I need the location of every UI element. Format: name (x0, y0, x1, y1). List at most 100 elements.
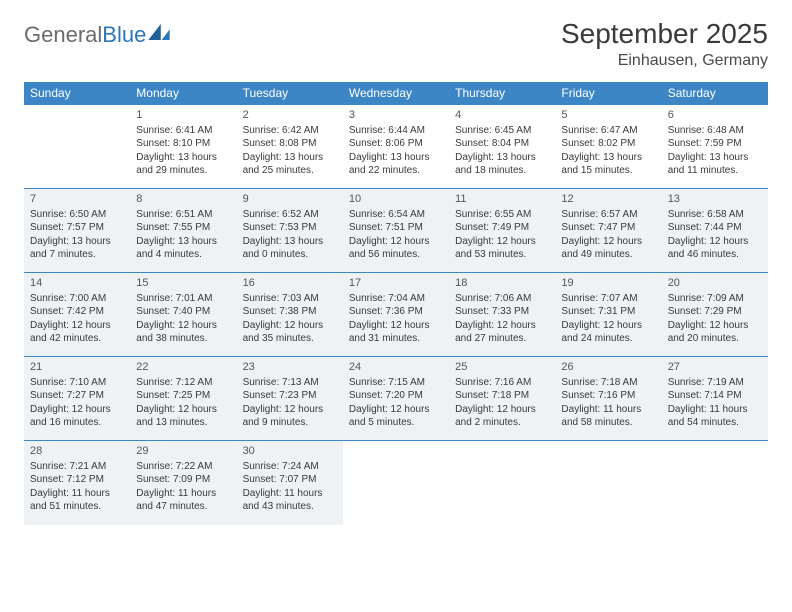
empty-cell (343, 441, 449, 525)
day-cell: 17Sunrise: 7:04 AMSunset: 7:36 PMDayligh… (343, 273, 449, 357)
empty-cell (24, 105, 130, 189)
day-cell: 5Sunrise: 6:47 AMSunset: 8:02 PMDaylight… (555, 105, 661, 189)
daylight-text: Daylight: 13 hours and 11 minutes. (668, 151, 762, 178)
daylight-text: Daylight: 12 hours and 9 minutes. (243, 403, 337, 430)
day-number: 6 (668, 108, 762, 123)
day-number: 18 (455, 276, 549, 291)
day-number: 3 (349, 108, 443, 123)
day-cell: 20Sunrise: 7:09 AMSunset: 7:29 PMDayligh… (662, 273, 768, 357)
logo-word2: Blue (102, 22, 146, 47)
sunrise-text: Sunrise: 7:24 AM (243, 460, 337, 474)
day-number: 14 (30, 276, 124, 291)
day-cell: 24Sunrise: 7:15 AMSunset: 7:20 PMDayligh… (343, 357, 449, 441)
sunrise-text: Sunrise: 7:13 AM (243, 376, 337, 390)
day-cell: 15Sunrise: 7:01 AMSunset: 7:40 PMDayligh… (130, 273, 236, 357)
sunset-text: Sunset: 8:10 PM (136, 137, 230, 151)
sunrise-text: Sunrise: 7:10 AM (30, 376, 124, 390)
day-cell: 4Sunrise: 6:45 AMSunset: 8:04 PMDaylight… (449, 105, 555, 189)
day-cell: 18Sunrise: 7:06 AMSunset: 7:33 PMDayligh… (449, 273, 555, 357)
sunrise-text: Sunrise: 7:16 AM (455, 376, 549, 390)
daylight-text: Daylight: 12 hours and 16 minutes. (30, 403, 124, 430)
day-number: 23 (243, 360, 337, 375)
daylight-text: Daylight: 12 hours and 5 minutes. (349, 403, 443, 430)
daylight-text: Daylight: 11 hours and 43 minutes. (243, 487, 337, 514)
sunset-text: Sunset: 7:16 PM (561, 389, 655, 403)
day-number: 12 (561, 192, 655, 207)
day-number: 26 (561, 360, 655, 375)
day-cell: 28Sunrise: 7:21 AMSunset: 7:12 PMDayligh… (24, 441, 130, 525)
day-header: Saturday (662, 82, 768, 105)
sunset-text: Sunset: 7:36 PM (349, 305, 443, 319)
sunrise-text: Sunrise: 7:07 AM (561, 292, 655, 306)
calendar-table: SundayMondayTuesdayWednesdayThursdayFrid… (24, 82, 768, 525)
day-header: Tuesday (237, 82, 343, 105)
sunrise-text: Sunrise: 6:52 AM (243, 208, 337, 222)
logo: GeneralBlue (24, 22, 170, 48)
day-number: 4 (455, 108, 549, 123)
sunset-text: Sunset: 7:23 PM (243, 389, 337, 403)
day-cell: 12Sunrise: 6:57 AMSunset: 7:47 PMDayligh… (555, 189, 661, 273)
sunset-text: Sunset: 7:49 PM (455, 221, 549, 235)
sunset-text: Sunset: 7:25 PM (136, 389, 230, 403)
daylight-text: Daylight: 11 hours and 51 minutes. (30, 487, 124, 514)
sunrise-text: Sunrise: 7:12 AM (136, 376, 230, 390)
daylight-text: Daylight: 12 hours and 35 minutes. (243, 319, 337, 346)
sunrise-text: Sunrise: 7:09 AM (668, 292, 762, 306)
day-cell: 9Sunrise: 6:52 AMSunset: 7:53 PMDaylight… (237, 189, 343, 273)
day-cell: 29Sunrise: 7:22 AMSunset: 7:09 PMDayligh… (130, 441, 236, 525)
day-cell: 25Sunrise: 7:16 AMSunset: 7:18 PMDayligh… (449, 357, 555, 441)
daylight-text: Daylight: 12 hours and 42 minutes. (30, 319, 124, 346)
day-cell: 26Sunrise: 7:18 AMSunset: 7:16 PMDayligh… (555, 357, 661, 441)
sunset-text: Sunset: 7:18 PM (455, 389, 549, 403)
day-number: 28 (30, 444, 124, 459)
day-cell: 23Sunrise: 7:13 AMSunset: 7:23 PMDayligh… (237, 357, 343, 441)
day-number: 5 (561, 108, 655, 123)
daylight-text: Daylight: 12 hours and 46 minutes. (668, 235, 762, 262)
day-number: 24 (349, 360, 443, 375)
month-title: September 2025 (561, 18, 768, 50)
sunset-text: Sunset: 7:31 PM (561, 305, 655, 319)
sunrise-text: Sunrise: 6:57 AM (561, 208, 655, 222)
header: GeneralBlue September 2025 Einhausen, Ge… (24, 18, 768, 70)
empty-cell (555, 441, 661, 525)
sunset-text: Sunset: 8:06 PM (349, 137, 443, 151)
day-header-row: SundayMondayTuesdayWednesdayThursdayFrid… (24, 82, 768, 105)
sunrise-text: Sunrise: 7:19 AM (668, 376, 762, 390)
day-cell: 19Sunrise: 7:07 AMSunset: 7:31 PMDayligh… (555, 273, 661, 357)
day-number: 29 (136, 444, 230, 459)
daylight-text: Daylight: 12 hours and 27 minutes. (455, 319, 549, 346)
day-header: Thursday (449, 82, 555, 105)
day-cell: 27Sunrise: 7:19 AMSunset: 7:14 PMDayligh… (662, 357, 768, 441)
empty-cell (449, 441, 555, 525)
empty-cell (662, 441, 768, 525)
daylight-text: Daylight: 13 hours and 7 minutes. (30, 235, 124, 262)
logo-text: GeneralBlue (24, 22, 146, 48)
sunrise-text: Sunrise: 6:45 AM (455, 124, 549, 138)
sunrise-text: Sunrise: 6:48 AM (668, 124, 762, 138)
daylight-text: Daylight: 12 hours and 2 minutes. (455, 403, 549, 430)
day-number: 27 (668, 360, 762, 375)
sunset-text: Sunset: 7:09 PM (136, 473, 230, 487)
day-number: 8 (136, 192, 230, 207)
day-number: 13 (668, 192, 762, 207)
sunset-text: Sunset: 7:55 PM (136, 221, 230, 235)
sunrise-text: Sunrise: 7:21 AM (30, 460, 124, 474)
sunset-text: Sunset: 7:44 PM (668, 221, 762, 235)
daylight-text: Daylight: 11 hours and 54 minutes. (668, 403, 762, 430)
sunrise-text: Sunrise: 7:22 AM (136, 460, 230, 474)
daylight-text: Daylight: 12 hours and 13 minutes. (136, 403, 230, 430)
daylight-text: Daylight: 12 hours and 20 minutes. (668, 319, 762, 346)
sunset-text: Sunset: 7:14 PM (668, 389, 762, 403)
day-cell: 10Sunrise: 6:54 AMSunset: 7:51 PMDayligh… (343, 189, 449, 273)
daylight-text: Daylight: 12 hours and 31 minutes. (349, 319, 443, 346)
sunrise-text: Sunrise: 6:44 AM (349, 124, 443, 138)
day-number: 16 (243, 276, 337, 291)
daylight-text: Daylight: 13 hours and 22 minutes. (349, 151, 443, 178)
daylight-text: Daylight: 12 hours and 38 minutes. (136, 319, 230, 346)
sunset-text: Sunset: 7:59 PM (668, 137, 762, 151)
daylight-text: Daylight: 13 hours and 25 minutes. (243, 151, 337, 178)
day-number: 17 (349, 276, 443, 291)
title-block: September 2025 Einhausen, Germany (561, 18, 768, 70)
day-cell: 14Sunrise: 7:00 AMSunset: 7:42 PMDayligh… (24, 273, 130, 357)
sunset-text: Sunset: 7:42 PM (30, 305, 124, 319)
